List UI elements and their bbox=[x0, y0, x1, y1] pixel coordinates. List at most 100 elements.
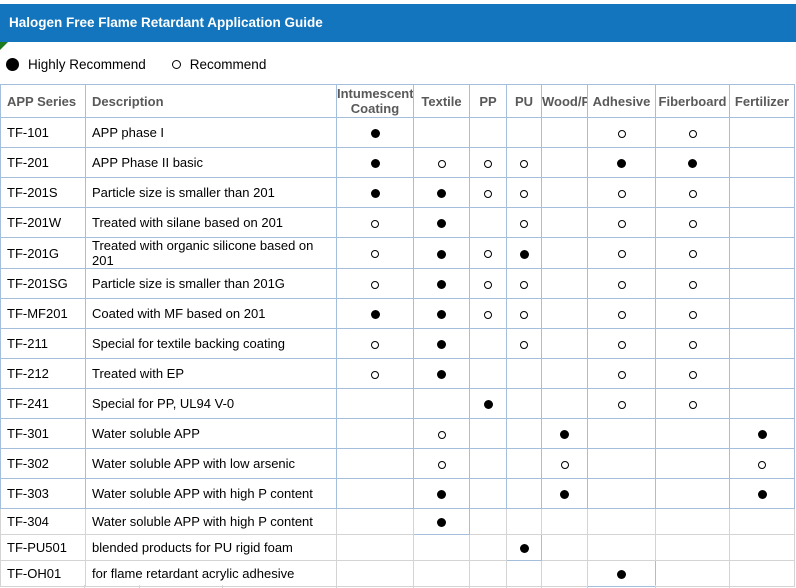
recommend-dot bbox=[617, 189, 626, 198]
mark-cell bbox=[469, 147, 507, 178]
recommend-dot bbox=[688, 400, 697, 409]
recommend-dot bbox=[371, 250, 379, 259]
recommend-dot bbox=[484, 310, 492, 319]
mark-cell bbox=[541, 508, 588, 535]
recommend-dot bbox=[688, 310, 697, 319]
mark-cell bbox=[336, 328, 414, 359]
mark-cell bbox=[729, 358, 795, 389]
series-cell: TF-201SG bbox=[0, 268, 86, 299]
mark-cell bbox=[541, 388, 588, 419]
column-header-app-series: APP Series bbox=[0, 84, 86, 118]
mark-cell bbox=[729, 560, 795, 587]
mark-cell bbox=[587, 358, 656, 389]
mark-cell bbox=[587, 534, 656, 561]
highly-recommend-dot bbox=[757, 430, 767, 440]
recommend-dot bbox=[688, 219, 697, 228]
mark-cell bbox=[729, 534, 795, 561]
mark-cell bbox=[336, 237, 414, 269]
description-cell: Special for textile backing coating bbox=[85, 328, 337, 359]
description-cell: APP phase I bbox=[85, 117, 337, 148]
recommend-dot bbox=[617, 219, 626, 228]
mark-cell bbox=[413, 147, 470, 178]
mark-cell bbox=[506, 418, 542, 449]
highly-recommend-dot bbox=[437, 249, 446, 259]
mark-cell bbox=[336, 478, 414, 509]
table-row: TF-304 Water soluble APP with high P cont… bbox=[0, 508, 795, 535]
recommend-label: Recommend bbox=[189, 56, 267, 72]
recommend-dot bbox=[437, 159, 446, 168]
recommend-dot bbox=[617, 310, 626, 319]
series-cell: TF-201S bbox=[0, 177, 86, 208]
mark-cell bbox=[655, 448, 730, 479]
mark-cell bbox=[541, 358, 588, 389]
mark-cell bbox=[413, 388, 470, 419]
legend: Highly Recommend Recommend bbox=[6, 54, 266, 74]
mark-cell bbox=[469, 388, 507, 419]
recommend-dot bbox=[617, 250, 626, 259]
sheet-gridline-stub bbox=[413, 585, 414, 588]
mark-cell bbox=[506, 268, 542, 299]
mark-cell bbox=[336, 418, 414, 449]
mark-cell bbox=[506, 328, 542, 359]
mark-cell bbox=[469, 534, 507, 561]
mark-cell bbox=[729, 298, 795, 329]
mark-cell bbox=[729, 508, 795, 535]
application-guide-table: APP Series Description Intumescent Coating… bbox=[0, 84, 795, 587]
mark-cell bbox=[587, 388, 656, 419]
mark-cell bbox=[655, 328, 730, 359]
description-cell: Treated with organic silicone based on 2… bbox=[85, 237, 337, 269]
mark-cell bbox=[729, 117, 795, 148]
recommend-dot bbox=[688, 280, 697, 289]
sheet-gridline-stub bbox=[506, 585, 507, 588]
mark-cell bbox=[655, 508, 730, 535]
mark-cell bbox=[655, 534, 730, 561]
recommend-dot bbox=[371, 370, 379, 379]
mark-cell bbox=[469, 358, 507, 389]
mark-cell bbox=[506, 560, 542, 587]
recommend-dot bbox=[688, 129, 697, 138]
mark-cell bbox=[506, 478, 542, 509]
description-cell: blended products for PU rigid foam bbox=[85, 534, 337, 561]
mark-cell bbox=[587, 328, 656, 359]
description-cell: for flame retardant acrylic adhesive bbox=[85, 560, 337, 587]
recommend-dot bbox=[520, 159, 528, 168]
mark-cell bbox=[729, 177, 795, 208]
mark-cell bbox=[413, 207, 470, 238]
table-row: TF-OH01 for flame retardant acrylic adhes… bbox=[0, 560, 795, 587]
highly-recommend-dot bbox=[437, 189, 446, 199]
mark-cell bbox=[469, 268, 507, 299]
mark-cell bbox=[655, 147, 730, 178]
mark-cell bbox=[413, 358, 470, 389]
table-row: TF-MF201 Coated with MF based on 201 bbox=[0, 298, 795, 329]
sheet-gridline-stub bbox=[222, 585, 223, 588]
mark-cell bbox=[587, 478, 656, 509]
recommend-dot bbox=[688, 370, 697, 379]
mark-cell bbox=[469, 560, 507, 587]
highly-recommend-dot bbox=[437, 518, 446, 528]
mark-cell bbox=[506, 388, 542, 419]
description-cell: Water soluble APP with low arsenic bbox=[85, 448, 337, 479]
description-cell: Coated with MF based on 201 bbox=[85, 298, 337, 329]
mark-cell bbox=[655, 177, 730, 208]
series-cell: TF-PU501 bbox=[0, 534, 86, 561]
recommend-dot bbox=[371, 219, 379, 228]
recommend-dot bbox=[520, 189, 528, 198]
recommend-dot bbox=[484, 189, 492, 198]
mark-cell bbox=[506, 448, 542, 479]
description-cell: Treated with silane based on 201 bbox=[85, 207, 337, 238]
mark-cell bbox=[655, 478, 730, 509]
mark-cell bbox=[541, 448, 588, 479]
recommend-dot bbox=[617, 129, 626, 138]
recommend-icon bbox=[171, 59, 181, 69]
recommend-dot bbox=[617, 280, 626, 289]
highly-recommend-dot bbox=[617, 570, 626, 580]
table-row: TF-201W Treated with silane based on 201 bbox=[0, 207, 795, 238]
mark-cell bbox=[469, 418, 507, 449]
recommend-dot bbox=[520, 219, 528, 228]
mark-cell bbox=[541, 328, 588, 359]
recommend-dot bbox=[437, 460, 446, 469]
table-row: TF-302 Water soluble APP with low arsenic bbox=[0, 448, 795, 479]
mark-cell bbox=[469, 237, 507, 269]
recommend-dot bbox=[688, 189, 697, 198]
mark-cell bbox=[655, 388, 730, 419]
